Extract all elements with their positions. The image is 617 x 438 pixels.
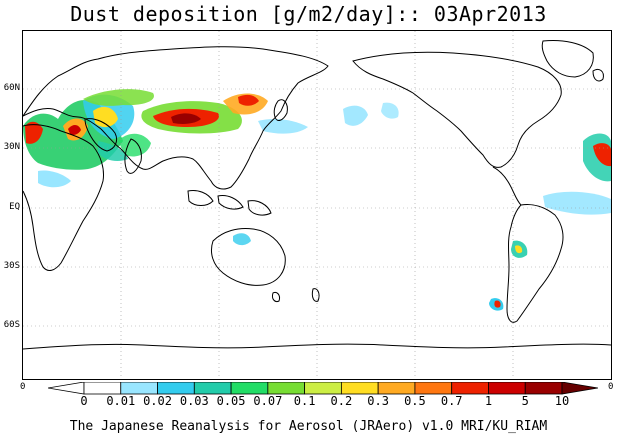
colorbar-tick-label: 0.3	[367, 394, 389, 408]
colorbar-tick-label: 0.03	[179, 394, 209, 408]
colorbar-bin	[157, 382, 195, 395]
coastline-africa	[23, 124, 104, 271]
colorbar-triangle-high	[561, 382, 598, 395]
footer-credit: The Japanese Reanalysis for Aerosol (JRA…	[69, 419, 548, 434]
colorbar-tick-label: 1	[484, 394, 493, 408]
colorbar-tick-label: 0	[80, 394, 88, 408]
colorbar-bin	[377, 382, 416, 395]
dust-field-sahara-core	[25, 121, 43, 144]
coastline-north-america	[352, 51, 562, 168]
coastlines	[23, 40, 611, 350]
lat-label-30n: 30N	[3, 142, 20, 152]
coastline-antarctica	[23, 343, 611, 350]
colorbar-bin	[340, 382, 379, 395]
lat-label-60s: 60S	[3, 320, 20, 330]
colorbar-bin	[230, 382, 269, 395]
colorbar-tick-label: 0.05	[216, 394, 246, 408]
colorbar-tick-label: 0.5	[404, 394, 426, 408]
colorbar-tick-label: 10	[554, 394, 570, 408]
lat-label-30s: 30S	[3, 261, 20, 271]
colorbar-bin	[451, 382, 489, 395]
coastline-south-america	[506, 204, 564, 323]
colorbar-tick-label: 5	[521, 394, 529, 408]
map-title: Dust deposition [g/m2/day]:: 03Apr2013	[70, 2, 547, 26]
colorbar-tick-label: 0.1	[293, 394, 316, 408]
colorbar-bin	[414, 382, 453, 395]
colorbar-tick-label: 0.07	[253, 394, 283, 408]
colorbar-bin	[83, 382, 122, 395]
colorbar-bin	[488, 382, 526, 395]
lat-label-60n: 60N	[3, 83, 20, 93]
coastline-eurasia	[23, 46, 329, 190]
colorbar-triangle-low	[48, 382, 85, 395]
colorbar-bin	[193, 382, 232, 395]
colorbar-bin	[524, 382, 563, 395]
lat-label-eq: EQ	[9, 202, 20, 212]
colorbar-bin	[304, 382, 342, 395]
colorbar-tick-label: 0.01	[106, 394, 136, 408]
colorbar-bin	[267, 382, 306, 395]
colorbar-tick-label: 0.2	[330, 394, 353, 408]
colorbar-bin	[120, 382, 158, 395]
dust-field-layer	[23, 89, 611, 311]
world-map	[22, 30, 612, 380]
colorbar-tick-label: 0.02	[143, 394, 172, 408]
colorbar-edge-right: 0	[608, 382, 614, 392]
colorbar	[48, 382, 598, 395]
coastline-australia	[210, 228, 286, 286]
colorbar-tick-label: 0.7	[440, 394, 463, 408]
colorbar-edge-left: 0	[20, 382, 26, 392]
